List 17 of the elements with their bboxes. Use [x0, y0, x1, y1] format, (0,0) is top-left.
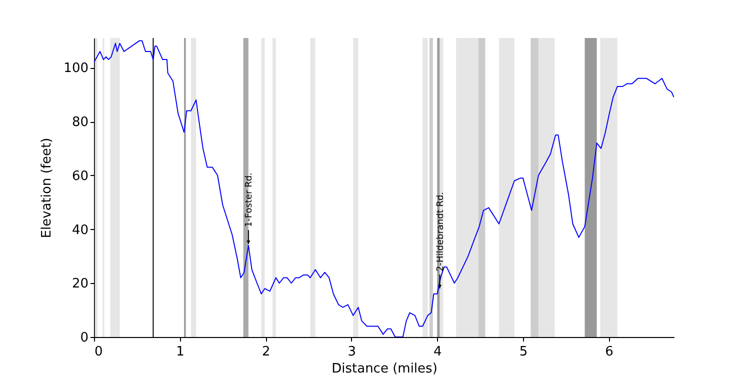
y-tick-label: 100: [64, 61, 88, 76]
y-tick-label: 40: [72, 222, 88, 238]
y-tick-label: 60: [72, 168, 88, 184]
x-tick-label: 6: [605, 344, 614, 360]
x-axis-title: Distance (miles): [332, 362, 438, 375]
y-tick-label: 0: [80, 330, 88, 346]
x-tick-label: 4: [434, 344, 442, 360]
annotation: 1-Foster Rd.: [244, 172, 254, 228]
x-tick-label: 2: [262, 344, 270, 360]
y-tick-label: 20: [72, 276, 88, 292]
x-tick-label: 0: [94, 344, 103, 360]
annotation: 2-Hildebrandt Rd.: [436, 192, 446, 272]
y-axis-title: Elevation (feet): [40, 138, 55, 238]
y-tick-label: 80: [72, 115, 88, 130]
x-tick-label: 5: [519, 344, 528, 360]
x-tick-label: 3: [348, 344, 356, 360]
x-tick-label: 1: [176, 344, 184, 360]
